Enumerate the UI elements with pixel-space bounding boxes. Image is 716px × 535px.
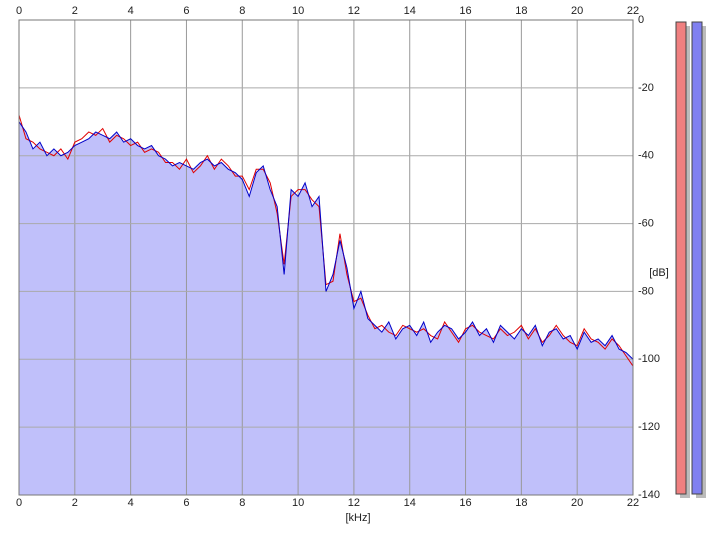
- y-tick-label: -20: [638, 82, 654, 94]
- x-tick-label: 18: [515, 5, 527, 17]
- x-tick-label: 10: [292, 5, 304, 17]
- x-tick-label: 12: [348, 5, 360, 17]
- y-tick-label: -140: [638, 489, 660, 501]
- y-tick-label: 0: [638, 14, 644, 26]
- x-tick-label: 8: [239, 5, 245, 17]
- y-tick-label: -100: [638, 353, 660, 365]
- x-tick-label: 8: [239, 497, 245, 509]
- left-meter: [675, 21, 687, 495]
- x-tick-label: 6: [183, 497, 189, 509]
- y-axis-label: [dB]: [649, 267, 669, 279]
- spectrum-line: [18, 121, 634, 360]
- y-tick-label: -40: [638, 150, 654, 162]
- y-tick-label: -80: [638, 285, 654, 297]
- x-tick-label: 14: [404, 497, 416, 509]
- x-tick-label: 0: [16, 5, 22, 17]
- spectrum-fill: [19, 121, 633, 496]
- x-tick-label: 14: [404, 5, 416, 17]
- x-axis-label: [kHz]: [345, 512, 370, 524]
- x-tick-label: 20: [571, 497, 583, 509]
- plot-frame: [18, 19, 634, 496]
- y-tick-label: -60: [638, 217, 654, 229]
- x-tick-label: 18: [515, 497, 527, 509]
- x-tick-label: 20: [571, 5, 583, 17]
- right-meter: [691, 21, 703, 495]
- x-tick-label: 2: [72, 5, 78, 17]
- y-tick-label: -120: [638, 421, 660, 433]
- x-tick-label: 16: [459, 5, 471, 17]
- x-tick-label: 4: [128, 497, 134, 509]
- x-tick-label: 10: [292, 497, 304, 509]
- x-tick-label: 12: [348, 497, 360, 509]
- x-tick-label: 6: [183, 5, 189, 17]
- x-tick-label: 4: [128, 5, 134, 17]
- x-tick-label: 2: [72, 497, 78, 509]
- x-tick-label: 22: [627, 497, 639, 509]
- x-tick-label: 16: [459, 497, 471, 509]
- x-tick-label: 0: [16, 497, 22, 509]
- x-tick-label: 22: [627, 5, 639, 17]
